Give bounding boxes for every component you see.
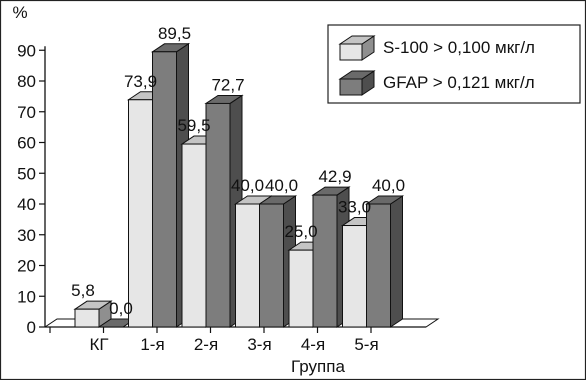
bar-s100-front: [181, 143, 207, 328]
chart-value-labels: 5,80,073,989,559,572,740,0 40,025,042,933…: [71, 24, 405, 318]
data-label: 0,0: [109, 299, 133, 318]
y-tick-label: 0: [27, 318, 36, 337]
bar-s100-front: [128, 99, 153, 328]
y-tick-label: 70: [17, 103, 36, 122]
y-tick-label: 10: [17, 287, 36, 306]
legend-swatch-gfap: [338, 70, 376, 96]
bar-s100-front: [288, 249, 314, 328]
x-tick-label: КГ: [89, 335, 108, 354]
y-tick-label: 20: [17, 257, 36, 276]
data-label: 73,9: [124, 72, 157, 91]
data-label: 42,9: [318, 167, 351, 186]
x-tick-label: 1-я: [140, 335, 164, 354]
bar-gfap-side: [390, 195, 403, 328]
data-label: 5,8: [71, 281, 95, 300]
data-label: 40,0: [265, 176, 298, 195]
x-tick-label: 3-я: [247, 335, 271, 354]
data-label: 25,0: [284, 222, 317, 241]
legend-swatch-s100: [338, 35, 376, 61]
legend: S-100 > 0,100 мкг/л GFAP > 0,121 мкг/л: [327, 24, 581, 104]
y-axis-title: %: [12, 3, 27, 22]
bar-gfap-front: [366, 203, 391, 328]
legend-swatch-s100-box-front: [339, 43, 363, 61]
data-label: 89,5: [158, 24, 191, 43]
legend-label-s100: S-100 > 0,100 мкг/л: [383, 38, 535, 57]
x-tick-label: 4-я: [301, 335, 325, 354]
data-label: 59,5: [177, 116, 210, 135]
bar-s100-front: [74, 308, 100, 328]
chart-axes: 0 10 20 30 40 50 60 70 80 90 КГ 1-я 2-я 3-я 4-я 5-я: [17, 41, 426, 354]
legend-swatch-s100-box: [338, 35, 376, 61]
y-tick-label: 80: [17, 72, 36, 91]
x-axis-title: Группа: [291, 357, 345, 376]
data-label: 33,0: [338, 198, 371, 217]
legend-label-gfap: GFAP > 0,121 мкг/л: [383, 73, 535, 92]
data-label: 40,0: [231, 176, 264, 195]
bar-s100: [73, 300, 113, 328]
y-tick-label: 60: [17, 134, 36, 153]
data-label: 40,0: [372, 176, 405, 195]
x-tick-label: 5-я: [354, 335, 378, 354]
bar-s100-front: [342, 225, 367, 328]
legend-swatch-gfap-box-front: [339, 78, 363, 96]
bar-gfap: [204, 94, 244, 328]
legend-swatch-gfap-box: [338, 70, 376, 96]
y-tick-label: 40: [17, 195, 36, 214]
x-tick-label: 2-я: [194, 335, 218, 354]
bar-gfap-front: [312, 194, 338, 328]
data-label: 72,7: [211, 75, 244, 94]
y-tick-label: 30: [17, 226, 36, 245]
bar-gfap-front: [152, 51, 177, 328]
y-tick-label: 50: [17, 164, 36, 183]
bar-gfap-front: [205, 102, 231, 328]
bar-s100-front: [235, 203, 260, 328]
chart-bars: [73, 42, 405, 328]
bar-gfap-front: [259, 203, 284, 328]
y-tick-label: 90: [17, 41, 36, 60]
bar-gfap: [364, 195, 405, 328]
